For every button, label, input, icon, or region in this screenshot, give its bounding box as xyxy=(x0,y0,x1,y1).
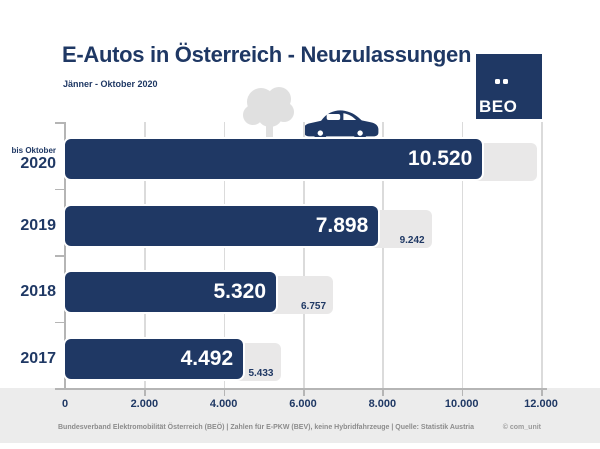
beo-logo: BEO xyxy=(476,54,542,119)
car-icon xyxy=(303,110,379,140)
bar-total-label: 6.757 xyxy=(300,301,327,312)
year-text: 2017 xyxy=(20,349,56,367)
axis-band xyxy=(0,388,600,443)
year-label: 2019 xyxy=(20,206,56,246)
x-tick-label: 10.000 xyxy=(444,398,479,410)
x-tick-label: 6.000 xyxy=(289,398,317,410)
category-tick xyxy=(55,122,65,124)
footer-credit: © com_unit xyxy=(502,424,541,431)
bar-value-label: 7.898 xyxy=(315,213,369,237)
year-text: 2018 xyxy=(20,283,56,300)
bar: 5.320 xyxy=(65,272,277,312)
bar-value-label: 10.520 xyxy=(408,147,473,170)
year-label: bis Oktober 2020 xyxy=(12,139,56,179)
gridline xyxy=(144,122,146,388)
bar: 7.898 xyxy=(65,205,379,246)
gridline xyxy=(382,122,384,388)
x-tick-label: 4.000 xyxy=(209,398,238,410)
page-title: E-Autos in Österreich - Neuzulassungen xyxy=(62,42,472,67)
gridline xyxy=(223,122,226,388)
axis-tick xyxy=(144,390,146,396)
year-text: 2020 xyxy=(20,154,56,172)
bar-row: 6.757 5.320 2018 xyxy=(20,272,541,314)
tree-icon xyxy=(243,87,294,142)
gridline xyxy=(303,122,305,388)
x-tick-label: 8.000 xyxy=(368,398,397,410)
axis-tick xyxy=(223,390,226,396)
logo-text: BEO xyxy=(479,97,518,116)
category-tick xyxy=(55,321,65,323)
logo-umlaut-dots xyxy=(495,79,508,84)
year-label: 2018 xyxy=(20,272,56,312)
category-tick xyxy=(55,188,65,190)
x-tick-label: 0 xyxy=(61,398,69,410)
bar-row: 10.520 bis Oktober 2020 xyxy=(12,139,541,181)
gridline xyxy=(461,122,464,388)
page-subtitle: Jänner - Oktober 2020 xyxy=(63,79,158,89)
gridline xyxy=(541,122,543,388)
axis-tick xyxy=(461,390,464,396)
x-axis-labels: 0 2.000 4.000 6.000 8.000 10.000 12.000 xyxy=(61,398,558,412)
bar-value-label: 4.492 xyxy=(180,346,234,370)
axis-tick xyxy=(382,390,384,396)
year-note: bis Oktober xyxy=(11,145,56,155)
year-text: 2019 xyxy=(20,216,56,234)
year-label: 2017 xyxy=(20,339,56,379)
footer-source: Bundesverband Elektromobilität Österreic… xyxy=(58,424,474,431)
bar-row: 9.242 7.898 2019 xyxy=(20,205,541,248)
bar-value-label: 5.320 xyxy=(213,280,267,303)
x-axis-line xyxy=(55,387,547,390)
axis-tick xyxy=(303,390,305,396)
bar: 10.520 xyxy=(65,139,483,179)
bar: 4.492 xyxy=(65,338,244,379)
x-tick-label: 2.000 xyxy=(130,398,159,410)
x-tick-label: 12.000 xyxy=(524,398,558,410)
plot-area: 10.520 bis Oktober 2020 9.242 7.898 2019 6.757… xyxy=(12,122,547,396)
bar-row: 5.433 4.492 2017 xyxy=(20,338,541,381)
axis-tick xyxy=(541,390,543,396)
bar-total-label: 9.242 xyxy=(399,234,425,246)
bar-total-label: 5.433 xyxy=(248,367,274,379)
category-tick xyxy=(55,255,65,257)
